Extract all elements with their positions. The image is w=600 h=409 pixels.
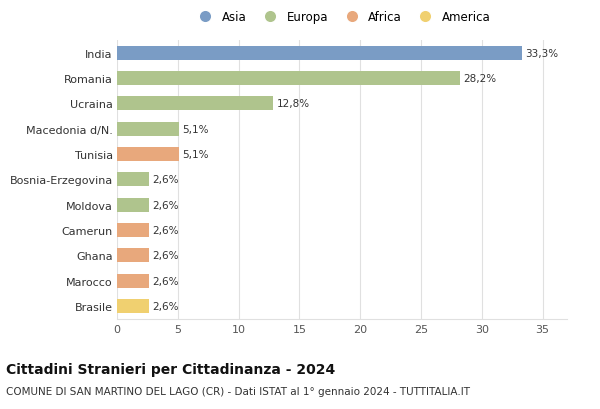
Bar [117, 148, 179, 162]
Text: Cittadini Stranieri per Cittadinanza - 2024: Cittadini Stranieri per Cittadinanza - 2… [6, 362, 335, 376]
Text: COMUNE DI SAN MARTINO DEL LAGO (CR) - Dati ISTAT al 1° gennaio 2024 - TUTTITALIA: COMUNE DI SAN MARTINO DEL LAGO (CR) - Da… [6, 387, 470, 396]
Bar [117, 72, 460, 86]
Bar [117, 198, 149, 212]
Bar [117, 122, 179, 136]
Text: 5,1%: 5,1% [182, 150, 209, 160]
Bar [117, 47, 522, 61]
Text: 2,6%: 2,6% [152, 301, 179, 311]
Text: 2,6%: 2,6% [152, 276, 179, 286]
Text: 5,1%: 5,1% [182, 124, 209, 135]
Text: 2,6%: 2,6% [152, 200, 179, 210]
Bar [117, 224, 149, 238]
Text: 28,2%: 28,2% [464, 74, 497, 84]
Legend: Asia, Europa, Africa, America: Asia, Europa, Africa, America [193, 11, 491, 24]
Text: 2,6%: 2,6% [152, 225, 179, 236]
Bar [117, 97, 272, 111]
Bar [117, 249, 149, 263]
Text: 33,3%: 33,3% [526, 49, 559, 58]
Bar [117, 274, 149, 288]
Bar [117, 173, 149, 187]
Text: 12,8%: 12,8% [277, 99, 310, 109]
Bar [117, 299, 149, 313]
Text: 2,6%: 2,6% [152, 175, 179, 185]
Text: 2,6%: 2,6% [152, 251, 179, 261]
